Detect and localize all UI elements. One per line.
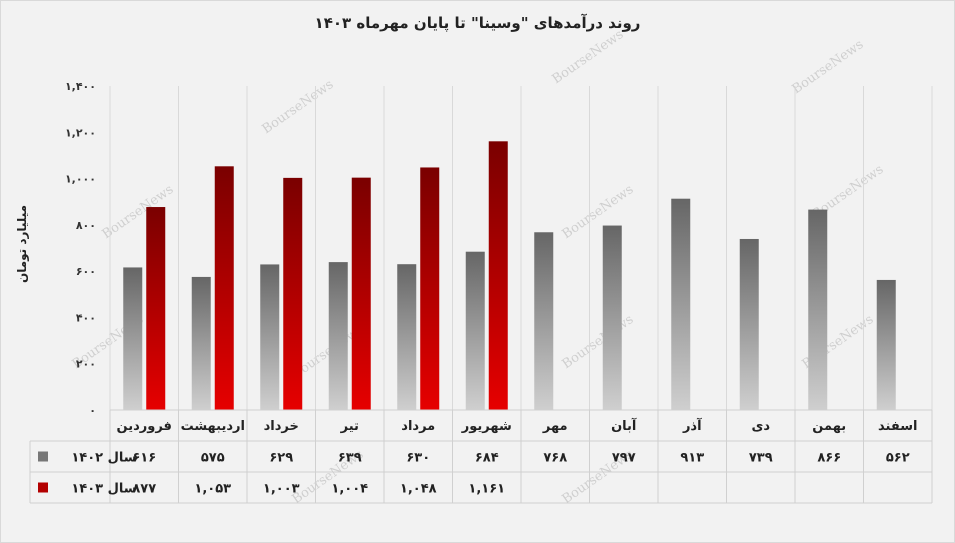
data-label: ۹۱۳ — [680, 451, 704, 466]
bar — [146, 207, 166, 410]
y-tick-label: ۱,۲۰۰ — [65, 126, 96, 139]
bar — [283, 177, 303, 410]
category-label: آبان — [611, 417, 637, 434]
watermark-text: BourseNews — [560, 182, 637, 242]
data-label: ۷۶۸ — [543, 451, 567, 466]
bar — [260, 264, 280, 410]
bar — [534, 232, 554, 410]
data-label: ۱,۰۴۸ — [400, 482, 437, 497]
bar — [328, 262, 348, 410]
chart-title: روند درآمدهای "وسینا" تا پایان مهرماه ۱۴… — [314, 14, 641, 32]
bar — [351, 177, 371, 410]
category-label: اسفند — [878, 419, 917, 434]
y-tick-label: ۶۰۰ — [76, 265, 96, 278]
bar — [123, 267, 143, 410]
data-label: ۱,۰۰۳ — [263, 482, 300, 497]
data-label: ۷۳۹ — [749, 451, 773, 466]
category-label: آذر — [682, 417, 702, 434]
watermark-text: BourseNews — [260, 77, 337, 137]
y-tick-label: ۰ — [89, 404, 96, 417]
bar — [191, 276, 211, 410]
legend-label: سال ۱۴۰۳ — [71, 482, 136, 497]
legend-swatch — [38, 451, 48, 462]
category-label: مهر — [542, 419, 568, 434]
bar — [602, 225, 622, 410]
bar — [808, 209, 828, 410]
data-label: ۶۳۹ — [338, 451, 362, 466]
y-tick-label: ۱,۴۰۰ — [65, 80, 96, 93]
data-label: ۵۶۲ — [886, 451, 910, 466]
data-label: ۶۱۶ — [132, 451, 156, 466]
bar — [876, 279, 896, 410]
category-label: خرداد — [264, 419, 299, 434]
data-label: ۶۲۹ — [269, 451, 293, 466]
data-label: ۱,۱۶۱ — [468, 482, 505, 497]
category-label: دی — [751, 419, 770, 434]
bar — [739, 238, 759, 410]
category-label: مرداد — [401, 419, 435, 434]
watermark-text: BourseNews — [550, 27, 627, 87]
bar — [214, 166, 234, 410]
category-label: فروردین — [117, 419, 172, 434]
legend-label: سال ۱۴۰۲ — [71, 451, 136, 466]
data-label: ۶۳۰ — [406, 451, 430, 466]
category-label: اردیبهشت — [181, 419, 245, 434]
legend-swatch — [38, 482, 48, 493]
y-tick-label: ۴۰۰ — [76, 311, 96, 324]
data-label: ۶۸۴ — [475, 451, 499, 466]
data-label: ۸۷۷ — [132, 482, 156, 497]
watermark-text: BourseNews — [560, 312, 637, 372]
bar — [488, 141, 508, 410]
bar — [465, 251, 485, 410]
category-label: شهریور — [461, 419, 512, 434]
bar — [671, 198, 691, 410]
data-label: ۵۷۵ — [201, 451, 225, 466]
y-tick-label: ۲۰۰ — [76, 358, 96, 371]
watermark-text: BourseNews — [790, 37, 867, 97]
bar — [397, 264, 417, 410]
data-label: ۷۹۷ — [612, 451, 636, 466]
bar — [420, 167, 440, 410]
data-label: ۱,۰۵۳ — [194, 482, 231, 497]
category-label: بهمن — [812, 419, 846, 434]
y-tick-label: ۱,۰۰۰ — [65, 173, 96, 186]
data-label: ۸۶۶ — [817, 451, 841, 466]
data-label: ۱,۰۰۴ — [331, 482, 368, 497]
category-label: تیر — [340, 419, 359, 434]
y-tick-label: ۸۰۰ — [76, 219, 96, 232]
